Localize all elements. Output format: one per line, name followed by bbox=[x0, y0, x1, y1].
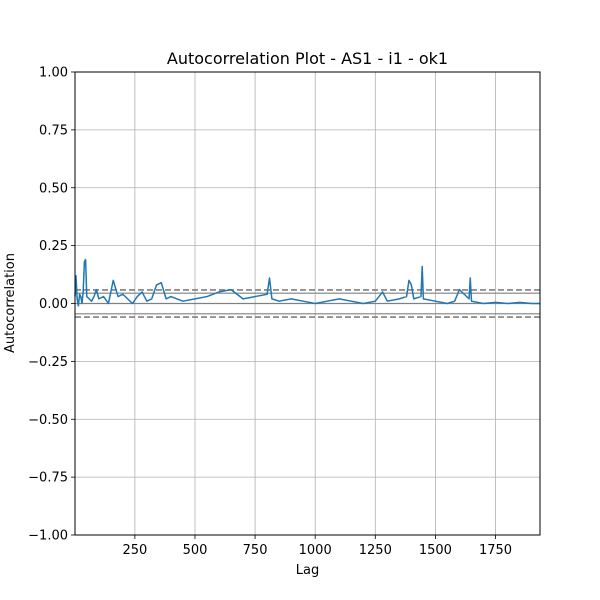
series-layer bbox=[74, 258, 540, 307]
y-tick-label: −0.50 bbox=[28, 413, 68, 428]
x-tick-label: 500 bbox=[183, 543, 208, 558]
x-axis-label: Lag bbox=[296, 563, 319, 578]
x-tick-label: 1000 bbox=[299, 543, 332, 558]
y-tick-label: 0.50 bbox=[39, 181, 68, 196]
x-axis-ticks: 250 500 750 1000 1250 1500 1750 bbox=[122, 535, 512, 558]
x-tick-label: 1250 bbox=[359, 543, 392, 558]
y-tick-label: −1.00 bbox=[28, 529, 68, 544]
y-tick-label: −0.75 bbox=[28, 471, 68, 486]
y-axis-ticks: −1.00 −0.75 −0.50 −0.25 0.00 0.25 0.50 0.75 1.00 bbox=[28, 66, 75, 544]
x-tick-label: 750 bbox=[243, 543, 268, 558]
y-tick-label: 0.25 bbox=[39, 239, 68, 254]
x-tick-label: 1500 bbox=[419, 543, 452, 558]
y-tick-label: 0.75 bbox=[39, 123, 68, 138]
y-axis-label: Autocorrelation bbox=[3, 253, 18, 353]
chart-title: Autocorrelation Plot - AS1 - i1 - ok1 bbox=[167, 49, 448, 68]
y-tick-label: 1.00 bbox=[39, 66, 68, 81]
x-tick-label: 250 bbox=[122, 543, 147, 558]
confidence-bands bbox=[75, 289, 540, 318]
y-tick-label: −0.25 bbox=[28, 355, 68, 370]
autocorrelation-line bbox=[74, 258, 540, 307]
x-tick-label: 1750 bbox=[479, 543, 512, 558]
y-tick-label: 0.00 bbox=[39, 297, 68, 312]
